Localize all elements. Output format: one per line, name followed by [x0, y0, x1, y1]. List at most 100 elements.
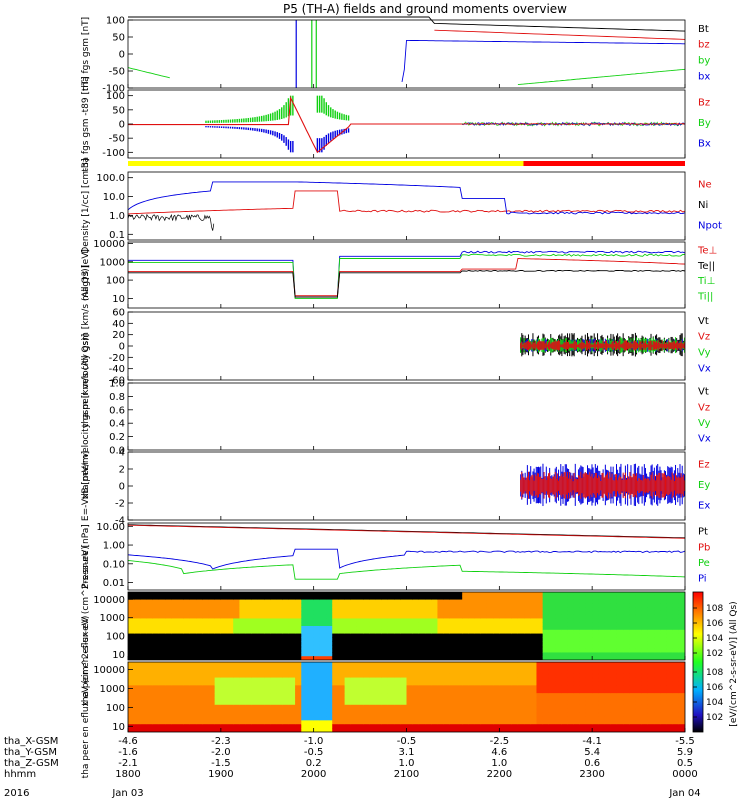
- heat-cell: [598, 662, 606, 667]
- heat-cell: [239, 704, 247, 710]
- heat-cell: [456, 700, 463, 706]
- heat-cell: [146, 610, 154, 616]
- heat-cell: [307, 648, 315, 653]
- heat-cell: [171, 592, 179, 597]
- heat-cell: [511, 681, 519, 686]
- heat-cell: [214, 677, 222, 682]
- heat-cell: [381, 673, 389, 679]
- heat-cell: [511, 599, 519, 604]
- heat-cell: [629, 618, 636, 623]
- legend-vz: Vz: [698, 402, 710, 413]
- heat-cell: [486, 607, 494, 612]
- heat-cell: [344, 629, 352, 635]
- heat-cell: [660, 641, 667, 646]
- heat-cell: [400, 644, 407, 650]
- heat-cell: [499, 669, 507, 675]
- time-row-value: 0.6: [584, 758, 600, 769]
- heat-cell: [177, 704, 185, 710]
- heat-cell: [406, 689, 414, 694]
- heat-cell: [641, 633, 649, 638]
- heat-cell: [208, 708, 216, 714]
- heat-cell: [171, 622, 179, 627]
- heat-cell: [369, 641, 377, 646]
- heat-cell: [152, 633, 160, 638]
- series-bz-tail: [462, 122, 686, 126]
- heat-cell: [647, 656, 655, 660]
- heat-cell: [598, 607, 606, 612]
- heat-cell: [400, 681, 407, 686]
- heat-cell: [326, 652, 333, 657]
- heat-cell: [629, 677, 636, 682]
- heat-cell: [511, 637, 519, 642]
- heat-cell: [647, 662, 655, 667]
- legend-ni: Ni: [698, 200, 708, 211]
- heat-cell: [307, 629, 315, 635]
- heat-cell: [319, 656, 327, 660]
- heat-cell: [418, 673, 426, 679]
- heat-cell: [134, 644, 141, 650]
- heat-cell: [245, 599, 253, 604]
- heat-cell: [524, 629, 531, 635]
- heat-cell: [530, 712, 537, 717]
- heat-cell: [666, 652, 674, 657]
- heat-cell: [177, 637, 185, 642]
- heat-cell: [344, 618, 352, 623]
- heat-cell: [486, 693, 494, 698]
- heat-cell: [245, 622, 253, 627]
- heat-cell: [134, 724, 141, 729]
- heat-cell: [406, 724, 414, 729]
- heat-cell: [165, 637, 172, 642]
- time-row-value: 3.1: [399, 747, 415, 758]
- heat-cell: [295, 641, 302, 646]
- heat-cell: [344, 665, 352, 671]
- heat-cell: [381, 665, 389, 671]
- heat-cell: [400, 662, 407, 667]
- heat-cell: [183, 716, 191, 721]
- heat-cell: [282, 669, 290, 675]
- heat-cell: [567, 720, 575, 725]
- heat-cell: [406, 716, 414, 721]
- heat-cell: [400, 708, 407, 714]
- heat-cell: [319, 693, 327, 698]
- heat-cell: [524, 610, 531, 616]
- heat-cell: [301, 712, 308, 717]
- heat-cell: [350, 677, 358, 682]
- heat-cell: [654, 728, 661, 732]
- heat-cell: [208, 724, 216, 729]
- heat-cell: [344, 724, 352, 729]
- heat-cell: [517, 637, 525, 642]
- heat-cell: [672, 622, 680, 627]
- heat-cell: [239, 626, 247, 631]
- heat-cell: [134, 728, 141, 732]
- heat-cell: [146, 652, 154, 657]
- heat-cell: [307, 669, 315, 675]
- heat-cell: [158, 708, 166, 714]
- heat-cell: [604, 622, 612, 627]
- heat-cell: [128, 599, 135, 604]
- heat-cell: [338, 673, 346, 679]
- heat-cell: [394, 724, 401, 729]
- heat-cell: [592, 648, 599, 653]
- heat-cell: [524, 669, 531, 675]
- heat-cell: [165, 689, 172, 694]
- heat-cell: [282, 697, 290, 702]
- heat-cell: [220, 610, 228, 616]
- heat-cell: [561, 599, 568, 604]
- heat-cell: [623, 629, 630, 635]
- heat-cell: [660, 656, 667, 660]
- heat-cell: [431, 607, 438, 612]
- heat-cell: [208, 716, 216, 721]
- heat-cell: [202, 595, 209, 601]
- heat-cell: [177, 622, 185, 627]
- heat-cell: [332, 704, 339, 710]
- heat-cell: [548, 618, 556, 623]
- heat-cell: [183, 603, 191, 608]
- heat-cell: [610, 592, 618, 597]
- heat-cell: [635, 673, 643, 679]
- heat-cell: [183, 669, 191, 675]
- heat-cell: [394, 689, 401, 694]
- heat-cell: [425, 677, 432, 682]
- heat-cell: [623, 607, 630, 612]
- start-date-label: Jan 03: [111, 788, 143, 799]
- heat-cell: [381, 622, 389, 627]
